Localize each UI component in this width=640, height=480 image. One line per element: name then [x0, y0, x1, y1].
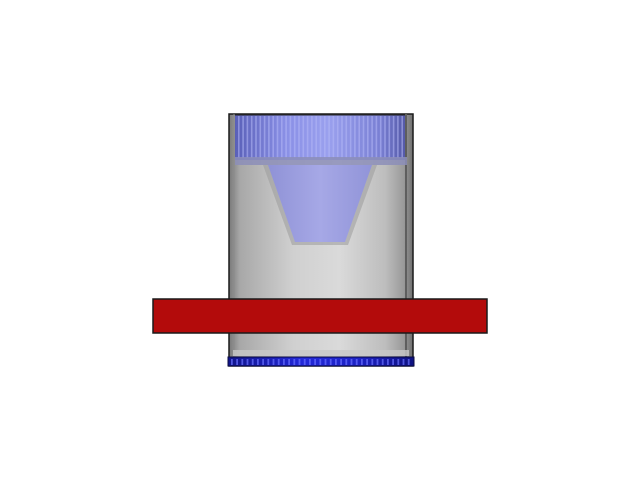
cap-knurl-ridges [238, 116, 403, 158]
base-knurl-ridges [231, 359, 410, 365]
red-bar[interactable] [152, 298, 488, 334]
knurled-cap[interactable] [235, 114, 407, 165]
cone-insert[interactable] [263, 165, 377, 245]
base-ring[interactable] [227, 356, 415, 367]
